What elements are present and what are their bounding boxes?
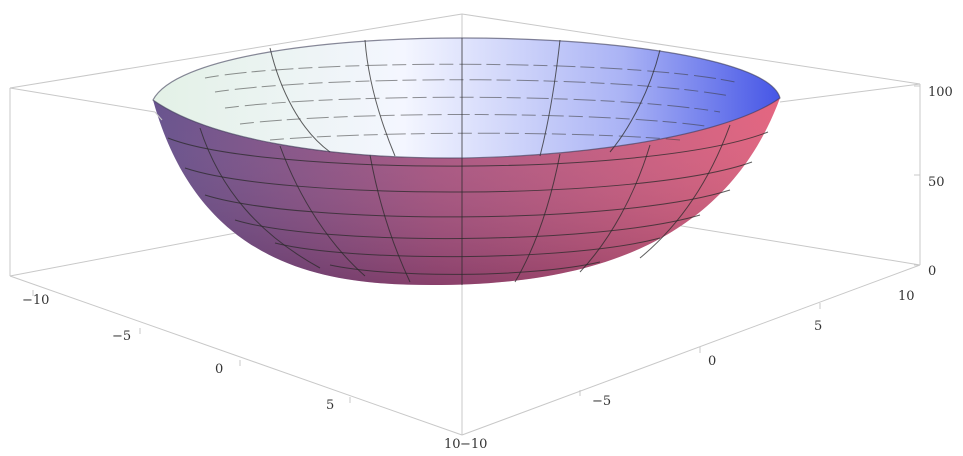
x-tick-label: 5 <box>326 398 334 413</box>
x-axis: −10 −5 0 5 10 <box>22 290 461 452</box>
outer-radial <box>369 154 411 283</box>
outer-radial <box>579 144 651 273</box>
y-axis: −10 −5 0 5 10 <box>460 289 915 452</box>
box-edge <box>9 87 156 113</box>
outer-radial <box>514 153 561 283</box>
x-tick-label: 10 <box>444 437 461 452</box>
y-tick-label: 0 <box>708 354 716 369</box>
outer-radial <box>279 145 366 277</box>
inner-ring <box>239 114 706 127</box>
box-edge <box>154 111 163 121</box>
box-edge <box>461 13 921 85</box>
inner-ring <box>224 96 721 113</box>
z-tick-label: 0 <box>928 264 936 279</box>
box-edge <box>9 13 463 89</box>
bowl-rim <box>152 37 781 159</box>
y-tick-label: 5 <box>814 319 822 334</box>
box-edge <box>779 83 921 103</box>
y-tick-label: −10 <box>460 437 487 452</box>
box-edge <box>461 264 921 436</box>
box-edge <box>9 275 463 436</box>
z-tick-label: 100 <box>928 85 953 100</box>
inner-ring <box>269 132 681 141</box>
inner-ring <box>214 79 731 97</box>
outer-mesh <box>167 124 769 285</box>
z-axis: 0 50 100 <box>914 85 953 279</box>
outer-ring <box>329 261 601 275</box>
outer-radial <box>639 124 731 259</box>
inner-radial <box>269 47 331 153</box>
y-tick-label: −5 <box>592 394 611 409</box>
z-tick-label: 50 <box>928 175 945 190</box>
front-box-edges <box>154 111 163 121</box>
x-tick-label: −10 <box>22 293 49 308</box>
x-tick-label: −5 <box>112 329 131 344</box>
inner-radial <box>539 39 561 157</box>
inner-mesh <box>204 38 736 158</box>
outer-radial <box>199 127 321 269</box>
inner-radial <box>364 39 396 157</box>
paraboloid-surface <box>152 37 781 285</box>
outer-ring <box>167 131 769 167</box>
y-tick-label: 10 <box>898 289 915 304</box>
x-tick-label: 0 <box>215 362 223 377</box>
inner-radial <box>609 49 661 153</box>
